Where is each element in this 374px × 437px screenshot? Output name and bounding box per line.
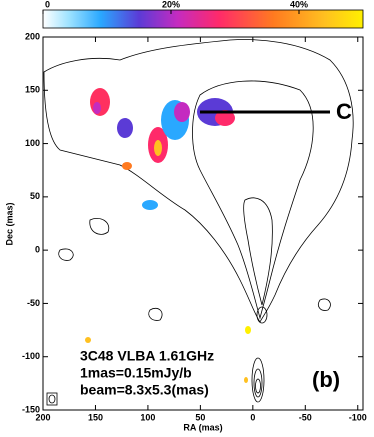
annotation: 3C48 VLBA 1.61GHz	[80, 348, 214, 364]
annotation: beam=8.3x5.3(mas)	[80, 382, 209, 398]
component-label: C	[336, 99, 352, 124]
x-axis-label: RA (mas)	[183, 422, 222, 432]
y-tick-label: 150	[25, 85, 40, 95]
y-tick-label: -100	[22, 351, 40, 361]
x-tick-label: 150	[88, 412, 103, 422]
contours	[43, 39, 354, 406]
x-tick-label: 50	[195, 412, 205, 422]
y-tick-label: 0	[35, 245, 40, 255]
colorbar	[42, 9, 364, 29]
x-tick-label: -50	[299, 412, 312, 422]
x-tick-label: 200	[35, 412, 50, 422]
y-tick-label: 50	[30, 191, 40, 201]
x-tick-label: 0	[250, 412, 255, 422]
y-tick-label: 200	[25, 31, 40, 41]
y-tick-label: 100	[25, 138, 40, 148]
colorbar-tick-label: 20%	[162, 0, 180, 9]
x-tick-label: 100	[140, 412, 155, 422]
colorbar-tick-label: 0	[45, 0, 50, 9]
y-axis-label: Dec (mas)	[4, 202, 14, 245]
annotation: 1mas=0.15mJy/b	[80, 365, 192, 381]
y-tick-label: -150	[22, 404, 40, 414]
colorbar-tick-label: 40%	[290, 0, 308, 9]
x-tick-label: -100	[349, 412, 367, 422]
intensity-blobs	[85, 88, 251, 383]
y-tick-label: -50	[27, 298, 40, 308]
panel-label: (b)	[312, 367, 340, 392]
plot-frame	[42, 36, 364, 411]
